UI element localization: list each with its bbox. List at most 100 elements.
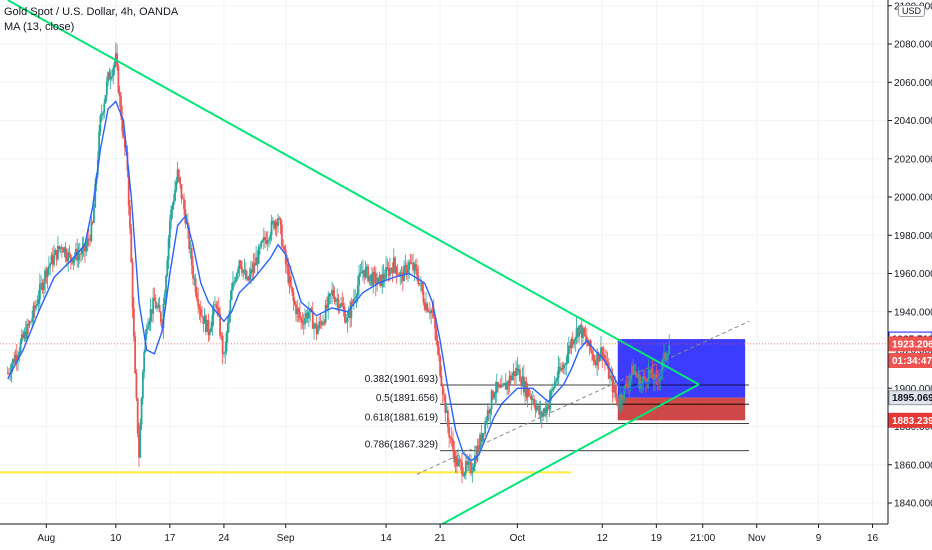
candle-body bbox=[291, 286, 294, 292]
candle-body bbox=[418, 283, 421, 285]
candle-body bbox=[660, 369, 663, 375]
candle-body bbox=[367, 266, 369, 282]
candle-body bbox=[603, 355, 606, 360]
x-tick-label: 16 bbox=[867, 533, 879, 544]
candle-body bbox=[14, 354, 17, 363]
candle-body bbox=[538, 405, 541, 415]
candle-body bbox=[235, 273, 238, 281]
price-badge bbox=[888, 412, 932, 428]
candle-body bbox=[374, 273, 377, 285]
candle-body bbox=[20, 333, 23, 342]
candle-body bbox=[516, 367, 519, 372]
candle-body bbox=[192, 265, 194, 279]
candle-body bbox=[253, 263, 256, 266]
candle-body bbox=[68, 252, 71, 255]
candle-body bbox=[636, 374, 638, 378]
x-tick-label: 19 bbox=[651, 533, 663, 544]
candle-body bbox=[349, 310, 351, 318]
candle-body bbox=[422, 291, 425, 303]
candle-body bbox=[319, 321, 322, 323]
candle-body bbox=[46, 268, 49, 278]
candle-body bbox=[237, 269, 239, 274]
candle-body bbox=[488, 410, 490, 414]
candle-body bbox=[338, 306, 341, 309]
candle-body bbox=[163, 293, 166, 304]
candle-body bbox=[233, 281, 236, 283]
candle-body bbox=[428, 311, 431, 314]
candle-body bbox=[72, 259, 75, 264]
candle-body bbox=[547, 405, 550, 410]
candle-body bbox=[334, 299, 337, 302]
candle-body bbox=[453, 449, 456, 463]
candle-body bbox=[457, 459, 460, 467]
candle-body bbox=[262, 236, 265, 241]
candle-body bbox=[592, 353, 595, 361]
candle-body bbox=[198, 306, 201, 310]
candle-body bbox=[11, 359, 14, 366]
candle-body bbox=[512, 371, 515, 376]
candle-body bbox=[477, 445, 480, 450]
candle-body bbox=[318, 321, 321, 329]
candle-body bbox=[140, 398, 143, 425]
candle-body bbox=[346, 317, 349, 322]
y-tick-label: 1960.000 bbox=[894, 269, 932, 280]
candle-body bbox=[482, 432, 485, 434]
candle-body bbox=[167, 238, 170, 260]
candle-body bbox=[638, 374, 641, 390]
candle-body bbox=[193, 278, 196, 280]
candle-body bbox=[448, 426, 451, 437]
candle-body bbox=[633, 371, 636, 375]
candle-body bbox=[269, 235, 272, 240]
candle-body bbox=[157, 304, 160, 307]
candle-body bbox=[268, 239, 270, 241]
candle-body bbox=[211, 315, 214, 328]
candle-body bbox=[6, 372, 9, 374]
candle-body bbox=[261, 240, 264, 242]
currency-button[interactable]: USD bbox=[898, 5, 926, 17]
candle-body bbox=[510, 375, 512, 381]
candle-body bbox=[409, 261, 412, 264]
candle-body bbox=[301, 320, 304, 323]
candle-body bbox=[244, 269, 247, 279]
candle-body bbox=[574, 337, 577, 342]
candle-body bbox=[344, 309, 346, 323]
candle-body bbox=[87, 238, 90, 240]
candle-body bbox=[363, 270, 366, 278]
candle-body bbox=[129, 205, 131, 229]
candle-body bbox=[664, 352, 667, 360]
candle-body bbox=[520, 381, 523, 386]
candle-body bbox=[69, 254, 72, 260]
candle-body bbox=[667, 353, 669, 357]
candle-body bbox=[333, 296, 336, 302]
candle-body bbox=[647, 369, 650, 383]
candle-body bbox=[401, 272, 404, 282]
candle-body bbox=[378, 274, 381, 278]
candle-body bbox=[369, 274, 372, 276]
fib-level-label: 0.382(1901.693) bbox=[365, 374, 438, 385]
candle-body bbox=[431, 309, 434, 311]
candle-body bbox=[29, 321, 32, 323]
candle-body bbox=[546, 405, 548, 414]
candle-body bbox=[620, 394, 623, 401]
candle-body bbox=[556, 378, 559, 381]
candle-body bbox=[365, 266, 368, 269]
candle-body bbox=[22, 333, 25, 338]
candle-body bbox=[542, 412, 544, 417]
candle-body bbox=[360, 272, 363, 274]
candle-body bbox=[549, 390, 552, 401]
candle-body bbox=[517, 369, 520, 372]
candle-body bbox=[535, 407, 538, 411]
candle-body bbox=[464, 461, 467, 473]
candle-body bbox=[473, 455, 476, 467]
candle-body bbox=[575, 328, 578, 338]
candle-body bbox=[161, 322, 164, 329]
candle-body bbox=[395, 266, 398, 275]
candle-body bbox=[452, 439, 454, 450]
candle-body bbox=[609, 375, 611, 379]
candle-body bbox=[190, 248, 193, 266]
candle-body bbox=[280, 224, 283, 247]
candle-body bbox=[548, 400, 551, 410]
candle-body bbox=[148, 321, 151, 326]
candle-body bbox=[264, 236, 267, 241]
